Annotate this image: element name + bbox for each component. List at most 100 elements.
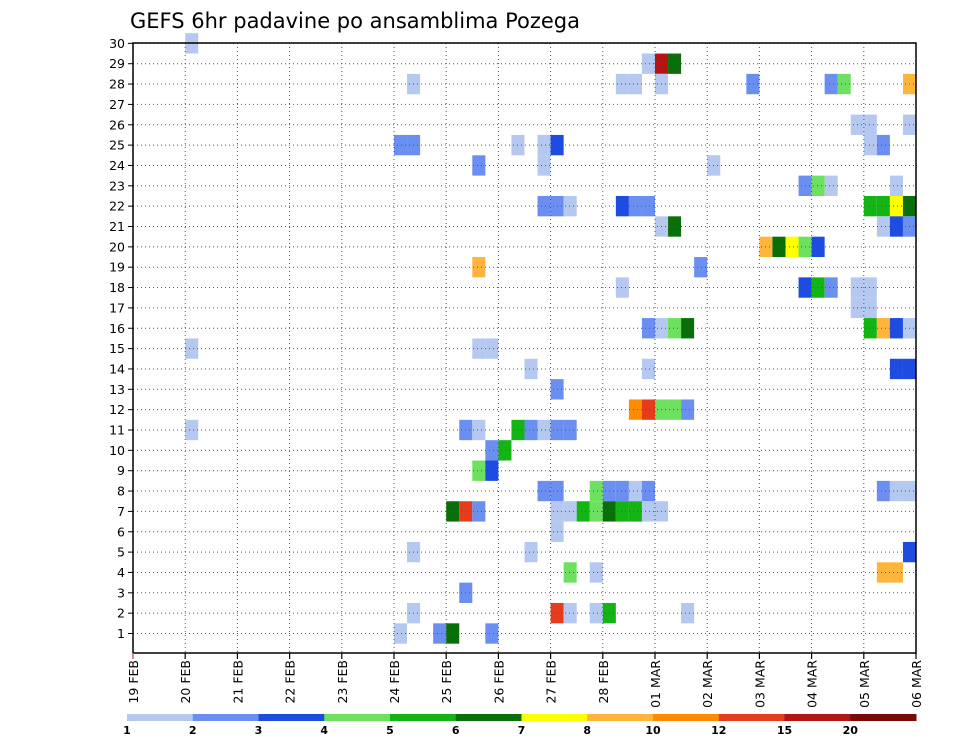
heatmap-cell (537, 419, 551, 441)
heatmap-cell (537, 195, 551, 217)
x-tick-label: 28 FEB (596, 660, 611, 704)
legend-label: 8 (583, 724, 591, 737)
heatmap-cell (615, 277, 629, 298)
legend-swatch (390, 714, 457, 721)
legend-swatch (587, 714, 654, 721)
x-tick-label: 02 MAR (700, 660, 715, 708)
heatmap-cell (668, 216, 682, 237)
heatmap-cell (824, 277, 838, 298)
heatmap-cell (537, 155, 551, 176)
legend-label: 1 (123, 724, 131, 737)
heatmap-cell (472, 501, 486, 522)
heatmap-cell (576, 501, 590, 522)
y-tick-label: 29 (109, 56, 125, 71)
legend-label: 10 (645, 724, 661, 737)
heatmap-cell (889, 562, 903, 583)
y-tick-label: 15 (109, 341, 125, 356)
legend-swatch (521, 714, 588, 721)
x-tick-label: 25 FEB (439, 660, 454, 704)
legend-swatch (324, 714, 391, 721)
legend-swatch (455, 714, 522, 721)
y-tick-label: 26 (109, 117, 125, 132)
heatmap-cell (446, 623, 460, 644)
gridlines (133, 42, 916, 653)
heatmap-cell (641, 358, 655, 380)
heatmap-cell (641, 195, 655, 217)
legend-swatch (127, 714, 194, 721)
heatmap-cell (876, 195, 890, 217)
heatmap-cell (472, 257, 486, 278)
legend-swatch (850, 714, 917, 721)
heatmap-cell (785, 236, 799, 258)
heatmap-cell (694, 257, 708, 278)
heatmap-cell (863, 318, 877, 339)
heatmap-cell (811, 236, 825, 258)
heatmap-cell (433, 623, 447, 644)
legend-label: 20 (843, 724, 859, 737)
y-tick-label: 9 (117, 463, 125, 478)
heatmap-cell (641, 53, 655, 74)
heatmap-cell (876, 216, 890, 237)
legend-label: 5 (386, 724, 394, 737)
y-tick-label: 30 (109, 36, 125, 51)
heatmap-cell (563, 501, 577, 522)
y-tick-label: 22 (109, 199, 125, 214)
heatmap-cell (485, 338, 499, 359)
legend-label: 4 (320, 724, 328, 737)
y-tick-label: 7 (117, 504, 125, 519)
x-tick-label: 23 FEB (335, 660, 350, 704)
y-tick-label: 25 (109, 138, 125, 153)
heatmap-cell (524, 358, 538, 380)
legend-label: 7 (518, 724, 526, 737)
legend-label: 6 (452, 724, 460, 737)
heatmap-cell (472, 155, 486, 176)
heatmap-cell (889, 175, 903, 196)
legend-swatch (653, 714, 720, 721)
heatmap-cell (772, 236, 786, 258)
x-axis: 19 FEB 20 FEB 21 FEB 22 FEB 23 FEB 24 FEB 25 F… (126, 653, 924, 708)
y-tick-label: 2 (117, 606, 125, 621)
heatmap-cell (681, 399, 695, 420)
heatmap-cell (876, 134, 890, 156)
heatmap-cell (889, 358, 903, 380)
y-tick-label: 23 (109, 178, 125, 193)
heatmap-cell (589, 480, 603, 502)
heatmap-cell (563, 419, 577, 441)
heatmap-cell (615, 195, 629, 217)
heatmap-cell (863, 195, 877, 217)
heatmap-cell (863, 134, 877, 156)
y-tick-label: 19 (109, 260, 125, 275)
heatmap-cell (485, 460, 499, 481)
x-tick-label: 21 FEB (230, 660, 245, 704)
heatmap-cell (563, 562, 577, 583)
y-tick-label: 18 (109, 280, 125, 295)
heatmap-cell (863, 277, 877, 298)
heatmap-cell (394, 134, 408, 156)
y-tick-label: 27 (109, 97, 125, 112)
heatmap-cell (589, 562, 603, 583)
y-tick-label: 24 (109, 158, 125, 173)
heatmap-cell (668, 318, 682, 339)
y-tick-label: 1 (117, 626, 125, 641)
legend-swatch (192, 714, 259, 721)
color-legend: 1 2 3 4 5 6 7 8 10 12 15 20 (123, 714, 917, 737)
heatmap-cell (524, 419, 538, 441)
heatmap-cell (824, 175, 838, 196)
heatmap-cell (668, 399, 682, 420)
heatmap-cell (681, 602, 695, 624)
legend-swatch (784, 714, 851, 721)
heatmap-cell (563, 602, 577, 624)
heatmap-cell (485, 623, 499, 644)
y-tick-label: 3 (117, 585, 125, 600)
x-tick-label: 19 FEB (126, 660, 141, 704)
heatmap-cell (811, 277, 825, 298)
heatmap-cell (472, 338, 486, 359)
heatmap-cell (889, 318, 903, 339)
y-tick-label: 28 (109, 77, 125, 92)
heatmap-cell (889, 480, 903, 502)
heatmap-cell (876, 480, 890, 502)
heatmap-cell (446, 501, 460, 522)
heatmap-cell (185, 338, 199, 359)
heatmap-cell (668, 53, 682, 74)
heatmap-cell (589, 501, 603, 522)
